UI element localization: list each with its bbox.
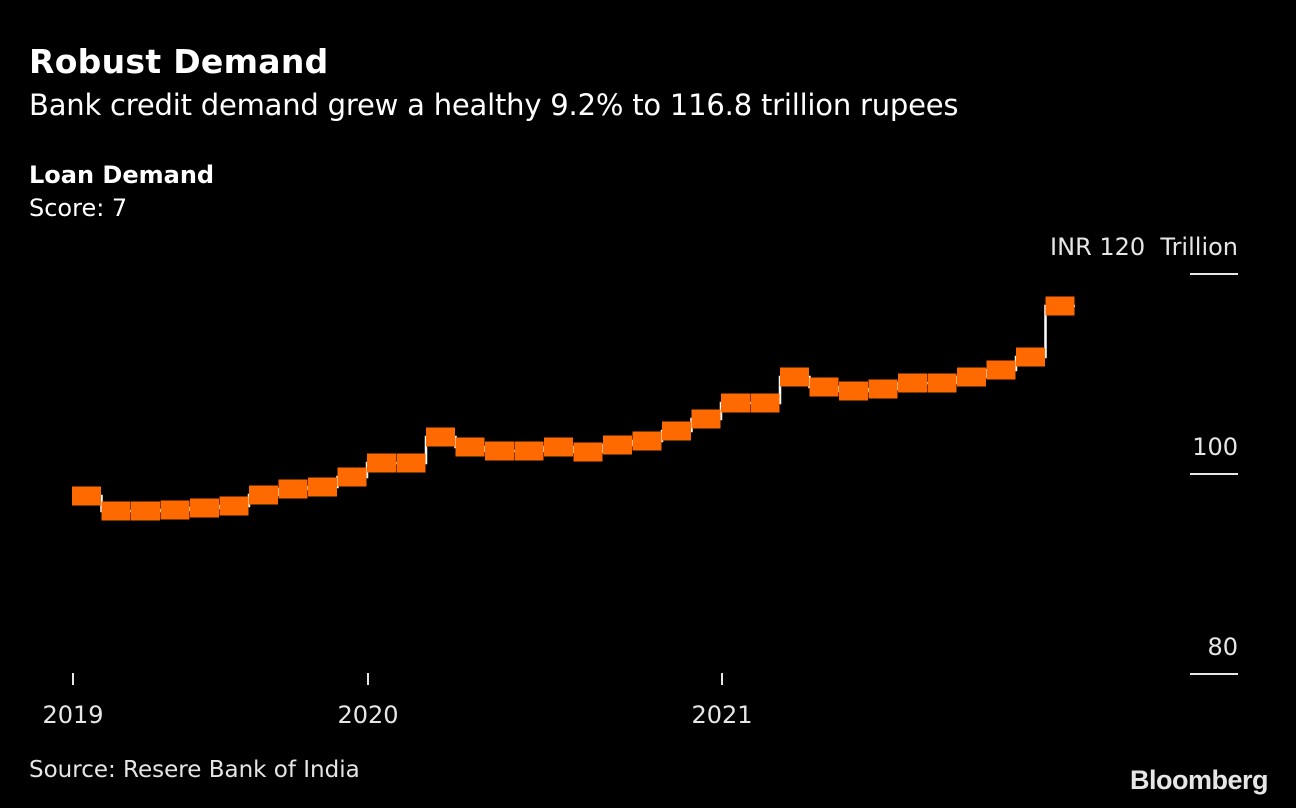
data-point-7 <box>278 479 308 499</box>
data-point-30 <box>957 367 986 387</box>
chart-title: Robust Demand <box>29 42 329 81</box>
data-point-26 <box>839 381 868 401</box>
data-point-11 <box>396 453 426 473</box>
data-point-14 <box>485 441 514 461</box>
step-line <box>72 304 1075 513</box>
x-axis: 2019 2020 2021 <box>42 673 753 729</box>
data-point-17 <box>573 442 603 462</box>
data-point-2 <box>131 501 160 521</box>
data-point-4 <box>190 498 219 518</box>
source-note: Source: Resere Bank of India <box>29 757 360 783</box>
data-point-24 <box>780 367 809 387</box>
step-line-layer <box>72 304 1075 513</box>
data-point-1 <box>101 501 131 521</box>
data-point-8 <box>308 477 337 497</box>
data-point-28 <box>898 373 927 393</box>
bloomberg-logo: Bloomberg <box>1129 765 1269 795</box>
data-point-23 <box>750 393 780 413</box>
y-tick-label-100: 100 <box>1192 433 1238 461</box>
data-point-6 <box>249 485 278 505</box>
data-point-16 <box>544 437 573 457</box>
data-point-32 <box>1016 347 1045 367</box>
x-tick-label-2019: 2019 <box>42 701 103 729</box>
data-point-31 <box>986 360 1016 380</box>
data-point-13 <box>455 437 485 457</box>
data-point-27 <box>868 379 898 399</box>
data-point-5 <box>219 496 249 516</box>
data-point-22 <box>721 393 750 413</box>
data-point-21 <box>691 409 721 429</box>
y-tick-label-120: INR 120 Trillion <box>1050 233 1238 261</box>
y-axis: INR 120 Trillion 100 80 <box>1050 233 1238 675</box>
data-point-29 <box>927 373 957 393</box>
data-point-3 <box>160 500 190 520</box>
data-point-33 <box>1045 296 1075 316</box>
chart-subtitle: Bank credit demand grew a healthy 9.2% t… <box>29 88 959 122</box>
metric-name: Loan Demand <box>29 161 215 189</box>
x-tick-label-2020: 2020 <box>337 701 398 729</box>
metric-score: Score: 7 <box>29 194 128 222</box>
data-point-25 <box>809 377 839 397</box>
data-point-12 <box>426 427 455 447</box>
data-point-20 <box>662 421 691 441</box>
data-point-18 <box>603 435 632 455</box>
data-point-15 <box>514 441 544 461</box>
data-point-0 <box>72 486 101 506</box>
data-point-9 <box>337 467 367 487</box>
data-point-10 <box>367 453 396 473</box>
data-point-19 <box>632 431 662 451</box>
y-tick-label-80: 80 <box>1207 633 1238 661</box>
x-tick-label-2021: 2021 <box>691 701 752 729</box>
bars-layer <box>72 296 1075 521</box>
